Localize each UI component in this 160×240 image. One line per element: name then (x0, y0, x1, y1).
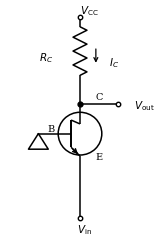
Text: $I_C$: $I_C$ (108, 56, 119, 70)
Text: B: B (47, 125, 55, 134)
Text: E: E (96, 153, 103, 162)
Text: C: C (96, 93, 103, 102)
Text: $R_C$: $R_C$ (39, 52, 53, 65)
Text: $V_{\mathrm{out}}$: $V_{\mathrm{out}}$ (134, 99, 155, 113)
Text: $V_{\mathrm{in}}$: $V_{\mathrm{in}}$ (77, 223, 92, 237)
Text: $V_{\mathrm{CC}}$: $V_{\mathrm{CC}}$ (80, 4, 99, 18)
